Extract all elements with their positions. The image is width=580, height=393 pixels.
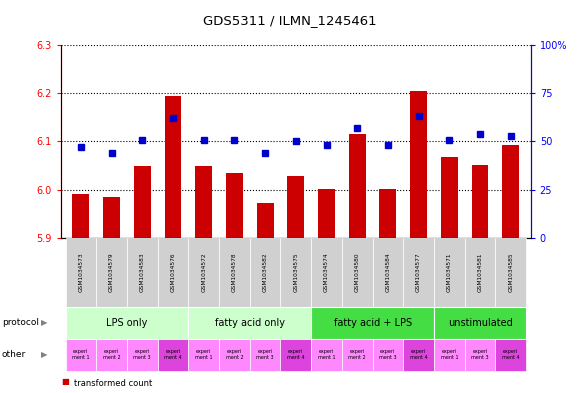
Bar xyxy=(410,91,427,238)
Bar xyxy=(134,165,151,238)
Bar xyxy=(349,134,365,238)
Text: GSM1034576: GSM1034576 xyxy=(171,252,176,292)
Text: experi
ment 3: experi ment 3 xyxy=(471,349,489,360)
Bar xyxy=(103,197,120,238)
Bar xyxy=(195,165,212,238)
Bar xyxy=(318,189,335,238)
Bar xyxy=(226,173,243,238)
Text: ▶: ▶ xyxy=(41,318,48,327)
Text: GSM1034578: GSM1034578 xyxy=(232,252,237,292)
Text: GDS5311 / ILMN_1245461: GDS5311 / ILMN_1245461 xyxy=(203,14,377,27)
Text: experi
ment 4: experi ment 4 xyxy=(502,349,520,360)
Text: fatty acid only: fatty acid only xyxy=(215,318,285,328)
Text: LPS only: LPS only xyxy=(106,318,147,328)
Text: ▶: ▶ xyxy=(41,351,48,359)
Bar xyxy=(165,96,182,238)
Text: GSM1034582: GSM1034582 xyxy=(263,252,267,292)
Text: experi
ment 3: experi ment 3 xyxy=(379,349,397,360)
Text: experi
ment 1: experi ment 1 xyxy=(441,349,458,360)
Text: experi
ment 2: experi ment 2 xyxy=(103,349,121,360)
Text: experi
ment 2: experi ment 2 xyxy=(349,349,366,360)
Text: other: other xyxy=(2,351,26,359)
Text: GSM1034572: GSM1034572 xyxy=(201,252,206,292)
Text: experi
ment 3: experi ment 3 xyxy=(256,349,274,360)
Text: GSM1034575: GSM1034575 xyxy=(293,252,298,292)
Bar xyxy=(379,189,396,238)
Text: experi
ment 1: experi ment 1 xyxy=(318,349,335,360)
Text: protocol: protocol xyxy=(2,318,39,327)
Bar xyxy=(472,165,488,238)
Text: GSM1034573: GSM1034573 xyxy=(78,252,84,292)
Text: fatty acid + LPS: fatty acid + LPS xyxy=(334,318,412,328)
Text: GSM1034584: GSM1034584 xyxy=(386,252,390,292)
Text: transformed count: transformed count xyxy=(74,379,152,388)
Text: experi
ment 1: experi ment 1 xyxy=(195,349,212,360)
Bar xyxy=(502,145,519,238)
Bar xyxy=(287,176,305,238)
Text: GSM1034580: GSM1034580 xyxy=(355,252,360,292)
Bar xyxy=(441,157,458,238)
Text: GSM1034585: GSM1034585 xyxy=(508,252,513,292)
Text: experi
ment 1: experi ment 1 xyxy=(72,349,90,360)
Text: GSM1034577: GSM1034577 xyxy=(416,252,421,292)
Text: experi
ment 3: experi ment 3 xyxy=(133,349,151,360)
Text: GSM1034574: GSM1034574 xyxy=(324,252,329,292)
Text: ■: ■ xyxy=(61,377,69,386)
Text: experi
ment 4: experi ment 4 xyxy=(164,349,182,360)
Text: experi
ment 4: experi ment 4 xyxy=(287,349,305,360)
Text: GSM1034579: GSM1034579 xyxy=(109,252,114,292)
Text: unstimulated: unstimulated xyxy=(448,318,512,328)
Text: experi
ment 2: experi ment 2 xyxy=(226,349,243,360)
Bar xyxy=(257,203,274,238)
Text: experi
ment 4: experi ment 4 xyxy=(410,349,427,360)
Text: GSM1034571: GSM1034571 xyxy=(447,252,452,292)
Bar xyxy=(72,195,89,238)
Text: GSM1034583: GSM1034583 xyxy=(140,252,145,292)
Text: GSM1034581: GSM1034581 xyxy=(477,252,483,292)
